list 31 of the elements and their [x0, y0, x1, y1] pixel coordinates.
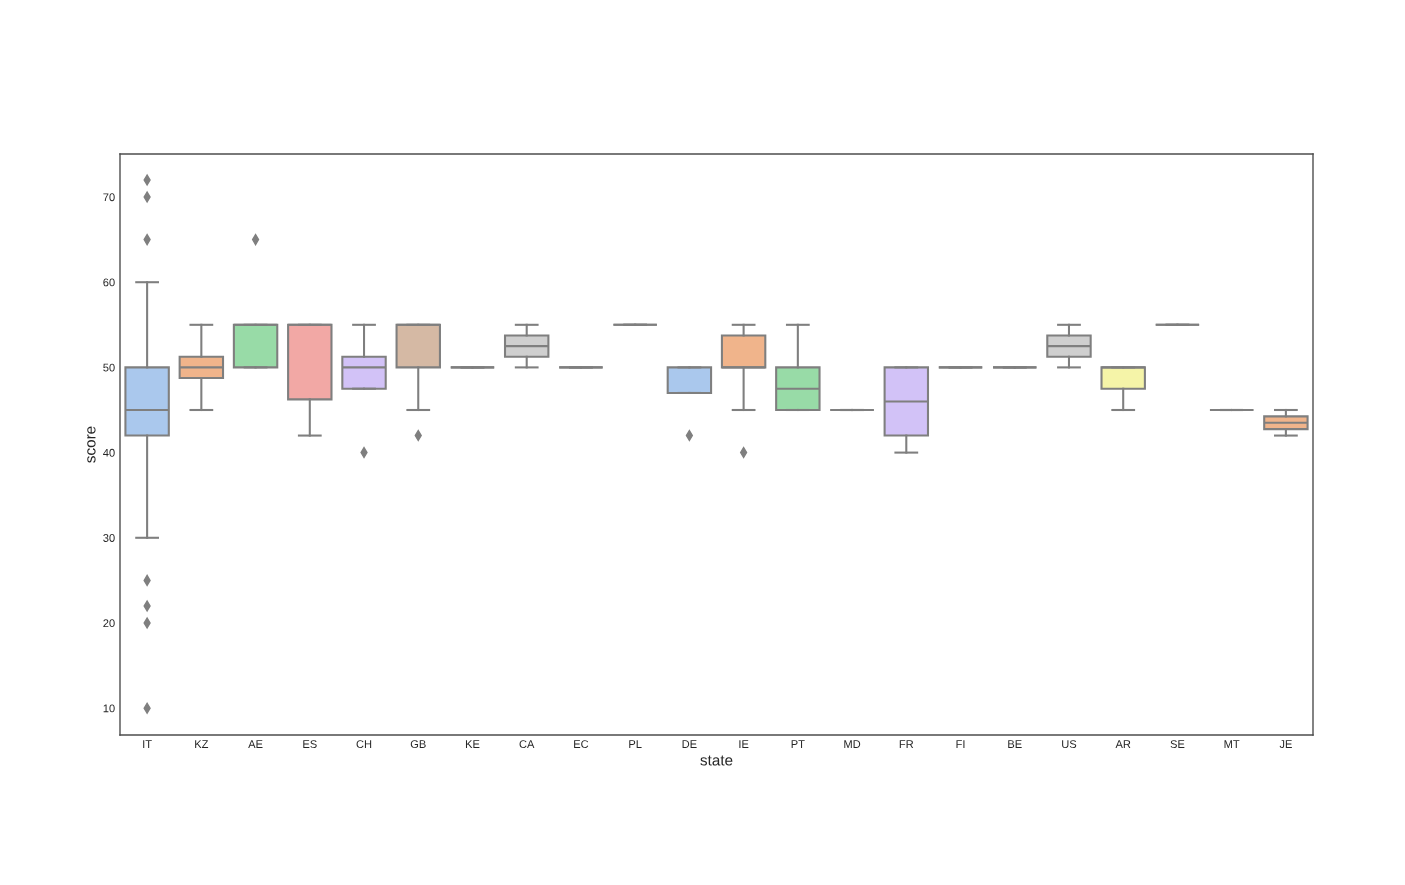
y-tick-label: 40: [103, 448, 115, 457]
y-tick-label: 70: [103, 193, 115, 202]
x-tick-label: MT: [1224, 740, 1240, 748]
x-tick-label: MD: [844, 740, 861, 748]
x-tick-label: FI: [956, 740, 965, 748]
x-tick-label: BE: [1008, 740, 1022, 748]
x-tick-label: AR: [1115, 740, 1131, 748]
x-tick-label: PL: [629, 740, 642, 748]
x-tick-label: EC: [574, 740, 589, 749]
x-tick-label: IT: [143, 740, 152, 748]
x-tick-label: PT: [791, 740, 805, 748]
y-tick-label: 50: [103, 363, 115, 372]
x-tick-label: AE: [248, 740, 263, 748]
y-tick-label: 30: [103, 534, 115, 542]
x-tick-label: KE: [465, 740, 480, 748]
x-axis-title: state: [700, 755, 733, 766]
x-tick-label: US: [1062, 740, 1077, 749]
x-tick-label: DE: [682, 740, 697, 748]
x-tick-label: ES: [303, 740, 317, 749]
y-tick-label: 10: [103, 704, 115, 713]
y-axis-title: score: [87, 426, 96, 463]
x-tick-label: CH: [356, 740, 372, 749]
x-tick-label: CA: [519, 740, 535, 749]
x-tick-label: FR: [899, 740, 914, 748]
x-tick-label: IE: [739, 740, 749, 748]
y-tick-label: 60: [103, 278, 115, 287]
x-tick-label: KZ: [195, 740, 209, 748]
x-tick-label: JE: [1279, 740, 1292, 749]
y-tick-label: 20: [103, 619, 115, 628]
x-tick-label: GB: [410, 740, 426, 749]
x-tick-label: SE: [1170, 740, 1185, 749]
